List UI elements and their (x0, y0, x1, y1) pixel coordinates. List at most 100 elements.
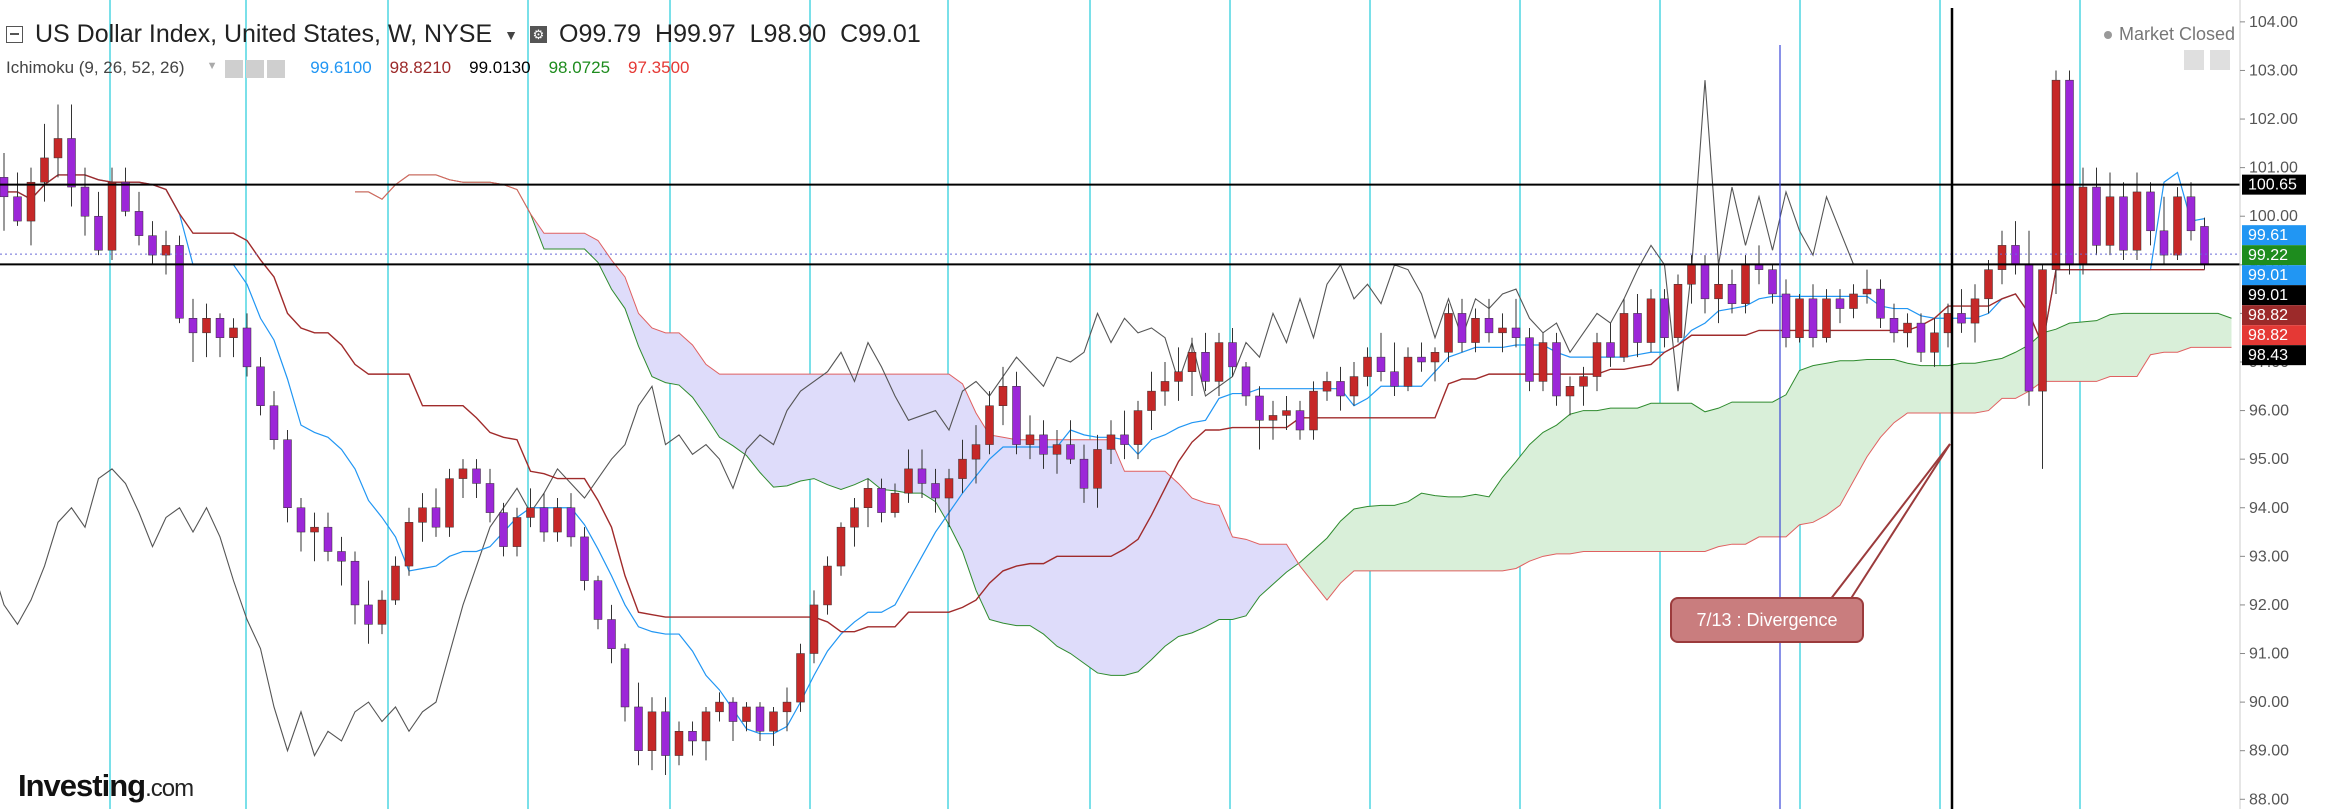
candle-body (1390, 371, 1399, 387)
cloud-segment (2002, 352, 2016, 399)
market-status-text: Market Closed (2118, 24, 2235, 44)
candle-body (877, 488, 886, 513)
candle-body (890, 492, 900, 513)
menu-icon[interactable] (2210, 50, 2230, 70)
cloud-segment (1772, 394, 1786, 537)
indicator-remove-icon[interactable] (267, 59, 286, 78)
candle-body (836, 526, 846, 567)
candle-body (1754, 264, 1764, 270)
cloud-segment (1948, 363, 1962, 414)
cloud-segment (611, 259, 625, 309)
cloud-segment (1907, 363, 1921, 414)
candle (823, 556, 832, 615)
cloud-segment (841, 374, 855, 490)
indicator-settings-icon[interactable] (246, 59, 265, 78)
cloud-segment (1421, 493, 1435, 571)
candle (1187, 337, 1197, 396)
high-value: H99.97 (655, 20, 736, 48)
candle-body (863, 488, 873, 509)
info-icon[interactable] (2184, 50, 2204, 70)
candle-body (2011, 245, 2020, 266)
candle-body (566, 507, 576, 538)
candle (971, 425, 981, 484)
candle-body (1309, 390, 1318, 431)
candle (1903, 313, 1912, 348)
symbol-title[interactable]: US Dollar Index, United States, W, NYSE (35, 20, 493, 48)
axis-tick-label: 89.00 (2249, 743, 2289, 760)
candle-body (229, 327, 238, 338)
candle (2092, 167, 2101, 256)
cloud-segment (800, 374, 814, 482)
candle-body (1282, 410, 1291, 416)
market-status: Market Closed (2103, 24, 2235, 45)
candle (728, 697, 738, 741)
cloud-segment (733, 374, 747, 456)
candle-body (1808, 298, 1818, 338)
cloud-segment (652, 327, 666, 383)
candle-body (1403, 356, 1413, 387)
price-tag-label: 98.82 (2248, 307, 2288, 324)
candle-body (1646, 298, 1656, 343)
candle (1781, 279, 1791, 348)
cloud-segment (1705, 408, 1719, 552)
collapse-icon[interactable] (6, 26, 23, 43)
cloud-segment (1880, 359, 1894, 438)
cloud-segment (571, 233, 585, 250)
cloud-segment (976, 413, 990, 620)
indicator-name[interactable]: Ichimoku (9, 26, 52, 26) (6, 58, 185, 77)
candle-body (742, 706, 751, 722)
candle-body (2038, 269, 2047, 392)
cloud-segment (1340, 508, 1354, 584)
candle-body (1498, 327, 1507, 334)
candle-body (175, 245, 184, 319)
candle (310, 512, 319, 562)
cloud-segment (1502, 461, 1516, 571)
candle (1552, 332, 1561, 406)
candle-body (310, 526, 319, 533)
candle-body (1174, 371, 1183, 382)
candle (1592, 332, 1602, 392)
ichimoku-cloud (368, 174, 2232, 676)
axis-tick-label: 92.00 (2249, 597, 2289, 614)
candle (1390, 342, 1399, 396)
cloud-segment (2069, 321, 2083, 382)
cloud-segment (1840, 360, 1854, 506)
cloud-segment (1475, 494, 1489, 571)
candle-body (418, 507, 427, 523)
divergence-callout[interactable]: 7/13 : Divergence (1670, 597, 1864, 643)
axis-tick-label: 91.00 (2249, 646, 2289, 663)
candle (674, 721, 684, 766)
senkou-span-a-line (355, 174, 2232, 676)
candle-body (944, 478, 954, 499)
candle-body (2173, 196, 2182, 256)
cloud-segment (1570, 410, 1584, 554)
candle (148, 221, 157, 265)
cloud-segment (1300, 550, 1314, 584)
cloud-segment (1975, 360, 1989, 414)
candle-body (1012, 386, 1021, 445)
candle-body (499, 512, 508, 547)
candle (1606, 323, 1615, 367)
cloud-segment (544, 233, 558, 250)
indicator-chevron-icon[interactable]: ▼ (206, 59, 218, 72)
candle-body (1025, 434, 1035, 445)
indicator-visibility-icon[interactable] (225, 59, 244, 78)
candle-body (1889, 318, 1899, 334)
candle (580, 527, 589, 591)
axis-tick-label: 94.00 (2249, 500, 2289, 517)
candle (1160, 361, 1170, 406)
candle-body (1241, 366, 1251, 397)
candle (1525, 327, 1534, 392)
cloud-segment (868, 374, 882, 490)
chevron-down-icon[interactable]: ▼ (504, 26, 518, 43)
cloud-segment (557, 233, 571, 250)
ohlc-values: O99.79 H99.97 L98.90 C99.01 (559, 20, 935, 49)
candle-body (526, 507, 535, 518)
candle (1565, 376, 1575, 416)
axis-tick-label: 90.00 (2249, 694, 2289, 711)
candle (1957, 289, 1966, 333)
price-tag: 99.61 (2242, 225, 2306, 246)
settings-icon[interactable]: ⚙ (530, 26, 547, 43)
